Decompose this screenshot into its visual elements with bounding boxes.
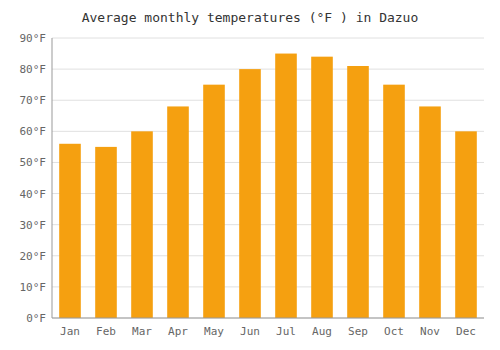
x-tick-label: Jan bbox=[60, 325, 80, 338]
x-tick-label: Oct bbox=[384, 325, 404, 338]
y-axis: 0°F 10°F 20°F 30°F 40°F 50°F 60°F 70°F 80°F 90°F bbox=[20, 32, 485, 325]
y-tick-label: 70°F bbox=[20, 94, 47, 107]
x-tick-label: Feb bbox=[96, 325, 116, 338]
y-tick-label: 10°F bbox=[20, 281, 47, 294]
chart-svg: Average monthly temperatures (°F ) in Da… bbox=[0, 0, 500, 350]
y-tick-label: 80°F bbox=[20, 63, 47, 76]
bar bbox=[131, 131, 153, 318]
y-tick-label: 60°F bbox=[20, 125, 47, 138]
x-tick-label: Jul bbox=[276, 325, 296, 338]
bar bbox=[95, 147, 117, 318]
bar bbox=[275, 54, 297, 318]
x-axis-line bbox=[52, 318, 484, 319]
bar bbox=[347, 66, 369, 318]
x-tick-label: Mar bbox=[132, 325, 152, 338]
y-tick-label: 50°F bbox=[20, 156, 47, 169]
x-tick-label: Nov bbox=[420, 325, 440, 338]
bar bbox=[203, 85, 225, 318]
grid-line bbox=[52, 100, 484, 101]
x-tick-label: Aug bbox=[312, 325, 332, 338]
bar bbox=[239, 69, 261, 318]
bars bbox=[59, 54, 477, 318]
grid-line bbox=[52, 69, 484, 70]
bar bbox=[455, 131, 477, 318]
bar bbox=[383, 85, 405, 318]
chart-container: Average monthly temperatures (°F ) in Da… bbox=[0, 0, 500, 350]
y-tick-label: 30°F bbox=[20, 219, 47, 232]
x-tick-label: Sep bbox=[348, 325, 368, 338]
bar bbox=[311, 57, 333, 318]
y-axis-line bbox=[52, 38, 53, 318]
x-axis: Jan Feb Mar Apr May Jun Jul Aug Sep Oct Nov Dec bbox=[60, 325, 476, 338]
x-tick-label: May bbox=[204, 325, 224, 338]
grid-line bbox=[52, 318, 484, 319]
bar bbox=[59, 144, 81, 318]
grid-line bbox=[52, 38, 484, 39]
bar bbox=[167, 106, 189, 318]
x-tick-label: Apr bbox=[168, 325, 188, 338]
y-tick-label: 90°F bbox=[20, 32, 47, 45]
x-tick-label: Jun bbox=[240, 325, 260, 338]
title: Average monthly temperatures (°F ) in Da… bbox=[82, 10, 419, 25]
y-tick-label: 20°F bbox=[20, 250, 47, 263]
y-tick-label: 0°F bbox=[26, 312, 46, 325]
bar bbox=[419, 106, 441, 318]
page: {"chart_data": {"type": "bar", "title": … bbox=[0, 0, 500, 350]
x-tick-label: Dec bbox=[456, 325, 476, 338]
y-tick-label: 40°F bbox=[20, 188, 47, 201]
